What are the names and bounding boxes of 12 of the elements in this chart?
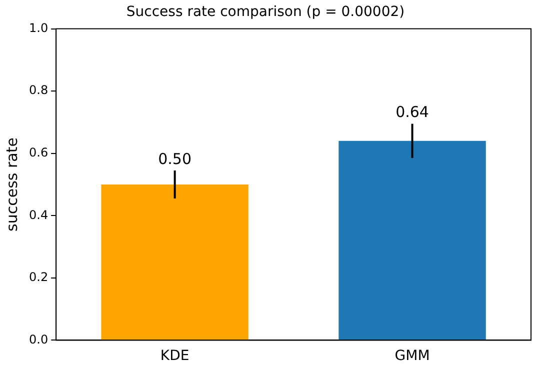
y-axis-title: success rate xyxy=(2,138,21,232)
chart-title: Success rate comparison (p = 0.00002) xyxy=(126,4,405,20)
y-tick-label: 1.0 xyxy=(28,20,48,35)
y-tick-label: 0.4 xyxy=(28,208,48,222)
y-tick-label: 0.0 xyxy=(28,332,48,346)
y-tick-label: 0.8 xyxy=(28,83,48,98)
data-label: 0.50 xyxy=(158,150,192,168)
y-tick-label: 0.2 xyxy=(28,270,48,284)
x-tick-label: GMM xyxy=(394,348,430,364)
data-label: 0.64 xyxy=(396,103,429,122)
x-tick-label: KDE xyxy=(160,348,190,364)
y-tick-label: 0.6 xyxy=(28,145,48,160)
